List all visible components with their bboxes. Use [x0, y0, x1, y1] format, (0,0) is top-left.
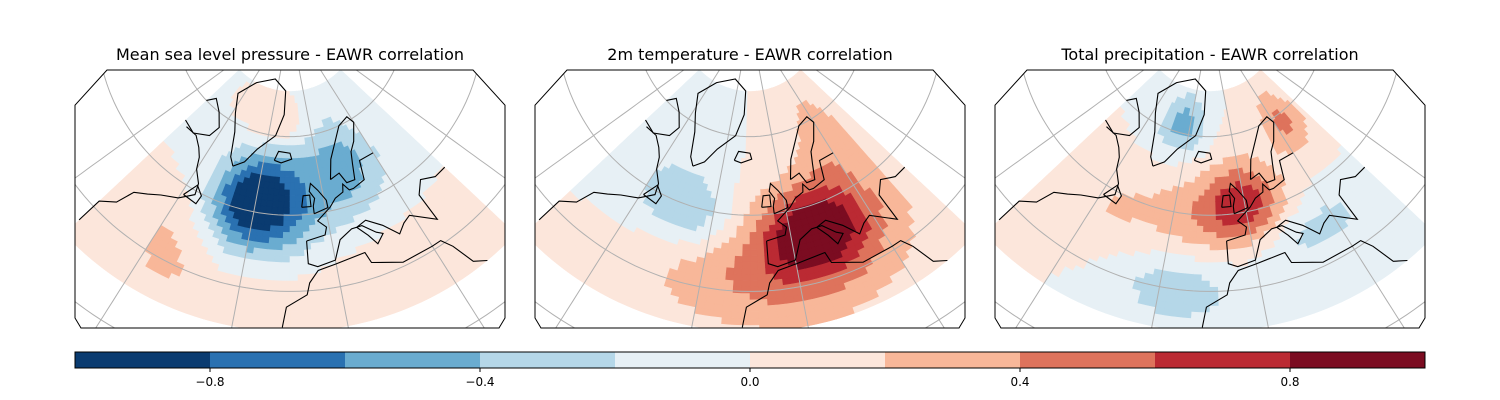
map-panels — [74, 69, 1426, 329]
map-domain-2 — [995, 70, 1425, 328]
map-frame-1 — [534, 69, 966, 329]
panel-title-t2m: 2m temperature - EAWR correlation — [607, 45, 893, 64]
map-domain-0 — [75, 70, 505, 328]
map-frame-2 — [994, 69, 1426, 329]
colorbar: −0.8 −0.4 0.0 0.4 0.8 — [74, 351, 1426, 389]
panel-title-mslp: Mean sea level pressure - EAWR correlati… — [116, 45, 464, 64]
map-panel-0 — [74, 69, 506, 329]
colorbar-segment — [1155, 352, 1290, 368]
colorbar-segment — [885, 352, 1020, 368]
colorbar-tick-label: 0.8 — [1280, 375, 1299, 389]
colorbar-tick-label: −0.4 — [465, 375, 494, 389]
colorbar-segment — [1290, 352, 1425, 368]
coastlines-2 — [998, 78, 1408, 328]
coastlines-1 — [538, 78, 948, 328]
panel-title-precip: Total precipitation - EAWR correlation — [1061, 45, 1359, 64]
colorbar-segment — [615, 352, 750, 368]
colorbar-segment — [750, 352, 885, 368]
gridlines-2 — [995, 70, 1425, 328]
coastlines-0 — [78, 78, 488, 328]
colorbar-segment — [345, 352, 480, 368]
colorbar-segment — [480, 352, 615, 368]
colorbar-tick-label: 0.0 — [740, 375, 759, 389]
colorbar-segment — [75, 352, 210, 368]
colorbar-segment — [1020, 352, 1155, 368]
colorbar-segment — [210, 352, 345, 368]
map-panel-2 — [994, 69, 1426, 329]
colorbar-tick-label: −0.8 — [195, 375, 224, 389]
map-frame-0 — [74, 69, 506, 329]
colorbar-tick-label: 0.4 — [1010, 375, 1029, 389]
